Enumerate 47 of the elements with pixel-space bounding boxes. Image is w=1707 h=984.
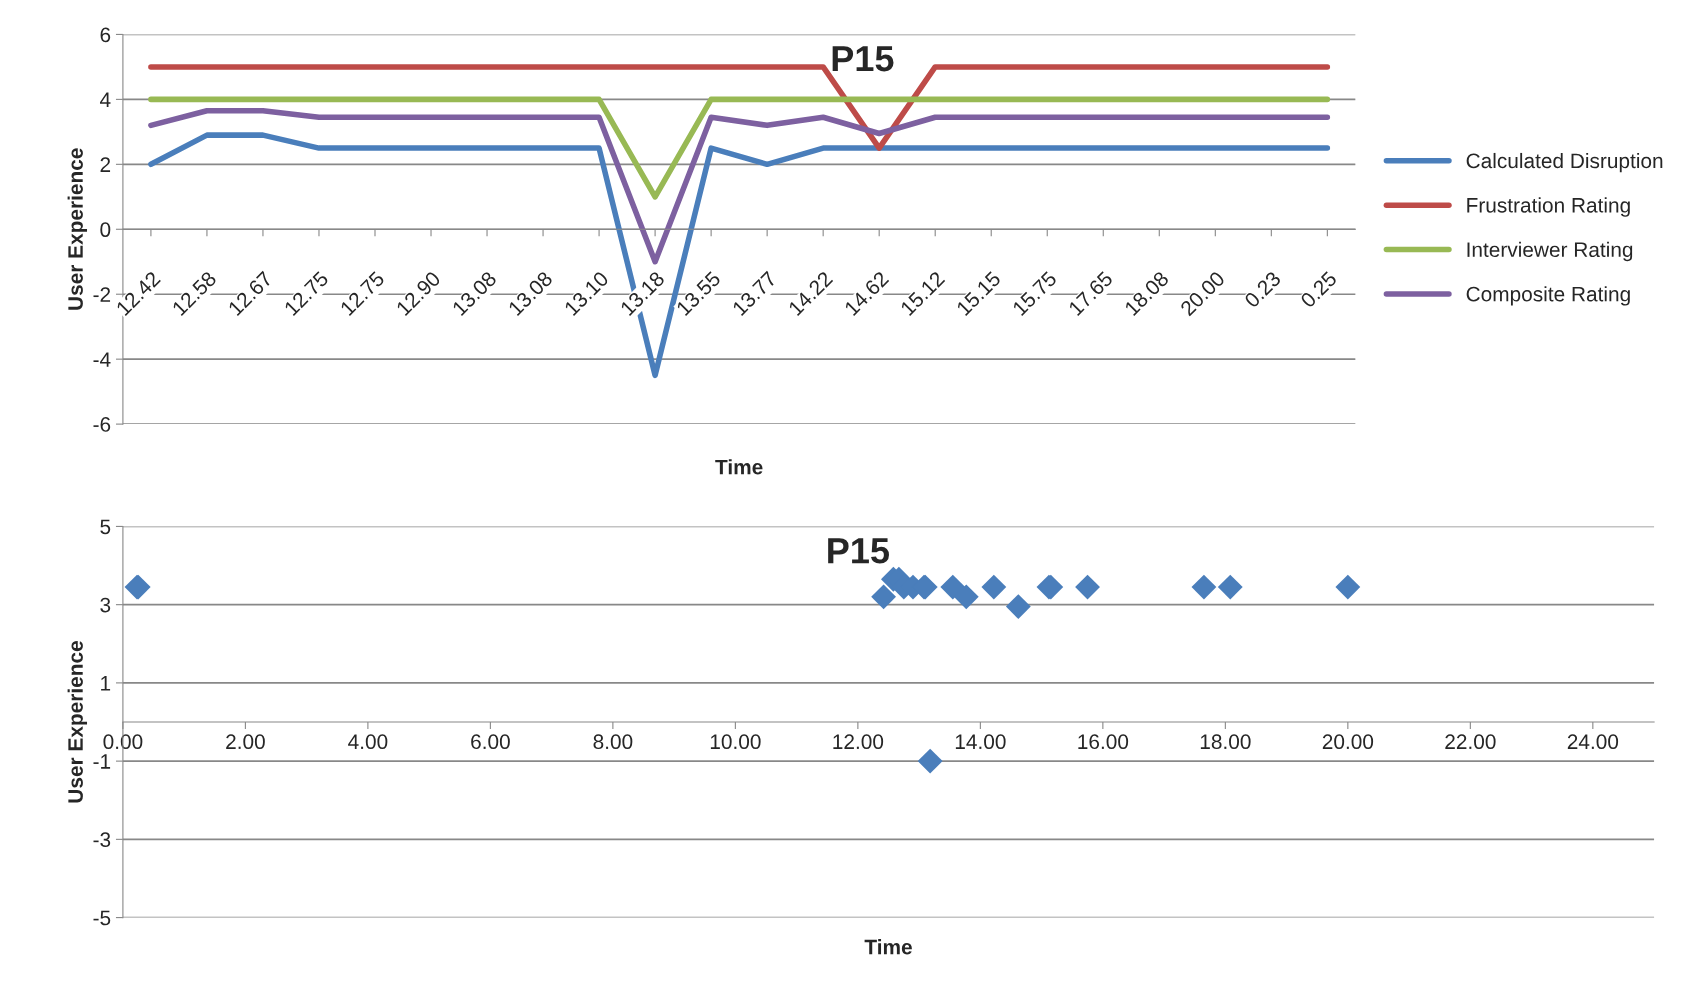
x-tick-label: 24.00: [1567, 734, 1619, 750]
y-tick-label: -2: [93, 287, 111, 302]
legend-label: Composite Rating: [1466, 286, 1630, 306]
y-tick-label: -4: [93, 352, 111, 367]
x-tick-label: 16.00: [1078, 734, 1129, 750]
y-tick-label: -1: [93, 754, 111, 769]
legend-label: Interviewer Rating: [1467, 241, 1633, 262]
y-axis-title: User Experience: [67, 148, 88, 310]
y-tick-label: 3: [100, 597, 111, 613]
point: [1075, 574, 1100, 600]
chart-title: P15: [828, 538, 889, 564]
y-tick-label: 4: [99, 92, 111, 107]
y-tick-label: 1: [101, 676, 111, 691]
x-tick-label: 0.23: [1243, 270, 1282, 309]
point: [953, 584, 979, 610]
point: [1217, 574, 1243, 600]
point: [871, 584, 897, 610]
x-tick-label: 4.00: [348, 734, 388, 750]
x-tick-label: 0.00: [103, 734, 143, 750]
chart-title: P15: [832, 46, 894, 72]
point: [981, 574, 1007, 600]
x-tick-label: 12.00: [833, 734, 884, 750]
x-tick-label: 20.00: [1322, 734, 1374, 750]
y-tick-label: 2: [100, 157, 111, 172]
x-tick-label: 22.00: [1445, 734, 1496, 750]
point: [1335, 574, 1361, 600]
y-axis-title: User Experience: [67, 641, 88, 803]
x-tick-label: 10.00: [710, 734, 761, 750]
x-tick-label: 14.00: [955, 734, 1006, 750]
legend-label: Frustration Rating: [1467, 197, 1630, 217]
y-tick-label: -5: [93, 910, 111, 926]
x-axis-title: Time: [715, 459, 763, 475]
point: [1191, 574, 1217, 600]
legend-label: Calculated Disruption: [1466, 152, 1663, 173]
x-tick-label: 6.00: [471, 734, 510, 750]
y-tick-label: 6: [100, 27, 111, 43]
x-tick-label: 2.00: [226, 734, 265, 750]
y-tick-label: -6: [93, 417, 111, 432]
x-axis-title: Time: [864, 939, 912, 955]
point: [1005, 594, 1031, 620]
y-tick-label: 5: [100, 519, 111, 535]
y-tick-label: -3: [93, 832, 111, 848]
x-tick-label: 18.00: [1200, 734, 1251, 750]
point: [940, 574, 966, 600]
x-tick-label: 8.00: [593, 734, 633, 750]
y-tick-label: 0: [100, 222, 111, 238]
point: [917, 748, 943, 774]
